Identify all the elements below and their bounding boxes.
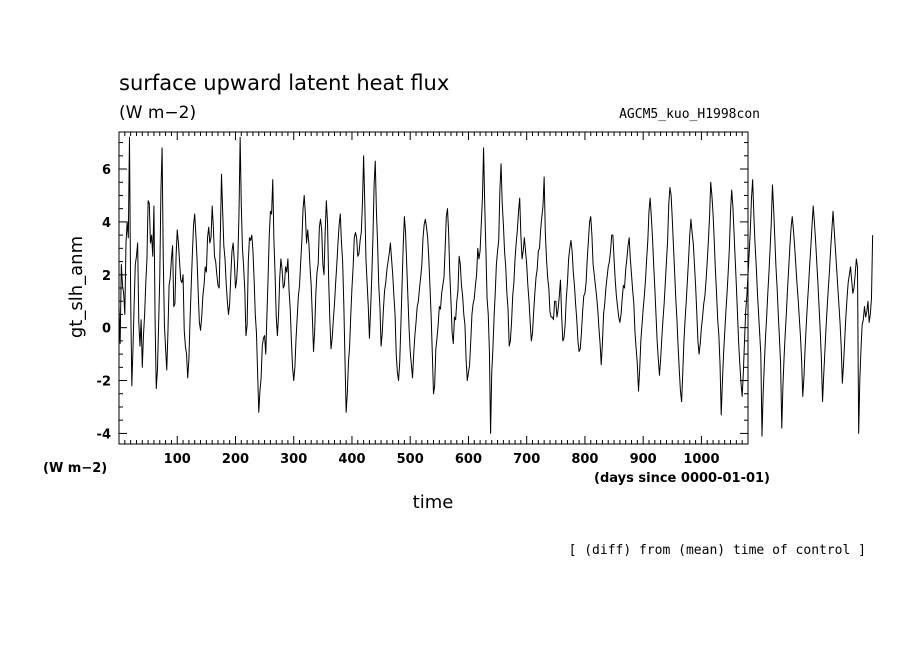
- x-tick-label: 500: [397, 452, 424, 467]
- x-tick-label: 700: [513, 452, 540, 467]
- y-tick-label: 2: [102, 269, 111, 284]
- x-tick-label: 200: [222, 452, 249, 467]
- x-axis-units: (days since 0000-01-01): [594, 471, 770, 486]
- x-tick-label: 1000: [683, 452, 719, 467]
- x-tick-label: 300: [280, 452, 307, 467]
- y-tick-label: 4: [102, 216, 111, 231]
- y-tick-label: -2: [97, 375, 111, 390]
- y-tick-label: 0: [102, 322, 111, 337]
- y-axis-units: (W m−2): [43, 461, 107, 476]
- y-axis-label: gt_slh_anm: [66, 236, 87, 338]
- y-tick-label: -4: [97, 427, 111, 442]
- x-tick-label: 900: [630, 452, 657, 467]
- y-axis-tick-labels: -4 -2 0 2 4 6: [97, 163, 111, 442]
- plot-frame-rect: [118, 131, 749, 445]
- x-axis-label: time: [413, 492, 454, 513]
- plot-frame: [118, 131, 749, 445]
- x-axis-tick-labels: 100 200 300 400 500 600 700 800 900 1000: [164, 452, 720, 467]
- series-group: [118, 136, 874, 437]
- chart-subtitle-units: (W m−2): [119, 103, 196, 123]
- x-tick-label: 600: [455, 452, 482, 467]
- y-tick-label: 6: [102, 163, 111, 178]
- x-tick-label: 100: [164, 452, 191, 467]
- x-tick-label: 800: [571, 452, 598, 467]
- chart-title: surface upward latent heat flux: [119, 71, 449, 95]
- experiment-label: AGCM5_kuo_H1998con: [619, 107, 760, 122]
- footnote: [ (diff) from (mean) time of control ]: [569, 543, 866, 558]
- x-axis-ticks: [118, 132, 749, 444]
- series-line-1: [118, 136, 874, 437]
- x-tick-label: 400: [338, 452, 365, 467]
